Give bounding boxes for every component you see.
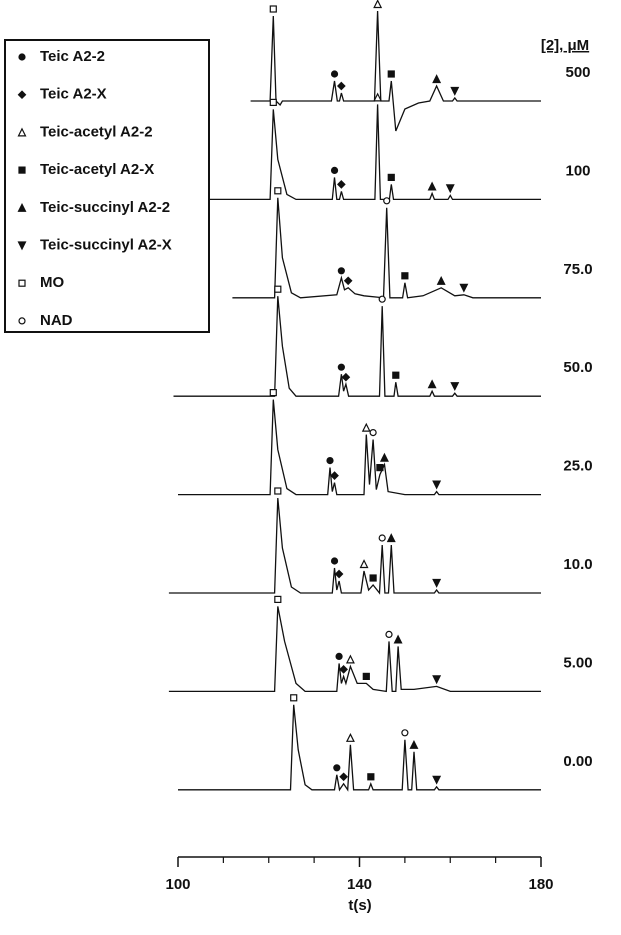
marker — [392, 371, 400, 379]
x-axis-label: t(s) — [348, 897, 371, 914]
marker — [18, 317, 26, 325]
marker — [339, 665, 348, 674]
series-label: 500 — [565, 64, 590, 81]
marker — [274, 285, 282, 293]
trace — [178, 704, 541, 792]
marker — [335, 652, 343, 661]
marker — [330, 166, 339, 174]
marker — [274, 187, 282, 195]
x-tick-label: 100 — [165, 876, 190, 893]
marker — [378, 295, 386, 303]
marker — [274, 487, 282, 495]
legend-label: Teic A2-2 — [40, 48, 105, 65]
trace — [232, 197, 541, 299]
marker — [17, 202, 27, 212]
series-label: 25.0 — [563, 458, 592, 475]
marker — [401, 272, 409, 280]
marker — [339, 772, 348, 782]
marker — [432, 775, 442, 785]
x-tick-label: 180 — [528, 876, 553, 893]
legend-label: Teic A2-X — [40, 86, 107, 103]
series-label: 0.00 — [563, 753, 592, 770]
marker — [345, 732, 355, 742]
marker — [427, 379, 437, 389]
marker — [432, 675, 442, 685]
trace — [250, 10, 541, 132]
marker — [379, 452, 389, 462]
marker — [436, 275, 446, 285]
x-tick-label: 140 — [347, 876, 372, 893]
trace — [209, 104, 541, 201]
marker — [383, 197, 391, 205]
marker — [290, 694, 298, 702]
marker — [393, 634, 403, 644]
marker — [369, 574, 377, 582]
series-label: 75.0 — [563, 261, 592, 278]
marker — [432, 74, 442, 84]
marker — [432, 578, 442, 588]
trace — [168, 606, 541, 693]
series-label: 100 — [565, 162, 590, 179]
marker — [367, 773, 375, 781]
marker — [269, 98, 277, 107]
marker — [337, 180, 346, 189]
marker — [386, 533, 396, 543]
marker — [18, 279, 26, 287]
marker — [409, 739, 419, 749]
marker — [330, 471, 339, 480]
marker — [343, 276, 353, 286]
legend-box — [4, 39, 210, 333]
marker — [385, 630, 393, 639]
marker — [18, 166, 26, 174]
series-title: [2], μM — [541, 37, 589, 54]
marker — [274, 595, 282, 604]
marker — [362, 672, 370, 681]
legend-label: NAD — [40, 312, 73, 329]
marker — [326, 457, 334, 465]
marker — [450, 86, 460, 96]
series-label: 50.0 — [563, 359, 592, 376]
marker — [445, 184, 455, 194]
legend-label: Teic-succinyl A2-2 — [40, 199, 170, 216]
legend-label: MO — [40, 274, 64, 291]
marker — [337, 363, 345, 371]
marker — [427, 181, 437, 191]
marker — [361, 422, 371, 432]
marker — [17, 90, 27, 100]
marker — [269, 389, 277, 397]
marker — [269, 5, 277, 13]
marker — [330, 557, 339, 565]
marker — [359, 559, 369, 569]
legend-label: Teic-acetyl A2-2 — [40, 123, 153, 140]
marker — [369, 429, 377, 437]
trace — [168, 497, 541, 595]
marker — [330, 70, 339, 78]
marker — [387, 70, 395, 78]
marker — [17, 241, 27, 251]
legend-label: Teic-acetyl A2-X — [40, 161, 154, 178]
marker — [387, 173, 395, 181]
trace — [178, 399, 541, 496]
series-label: 5.00 — [563, 654, 592, 671]
trace — [173, 296, 541, 397]
marker — [373, 92, 383, 102]
marker — [341, 372, 351, 382]
marker — [17, 127, 27, 137]
marker — [18, 53, 26, 61]
marker — [401, 729, 409, 737]
marker — [345, 654, 355, 664]
marker — [376, 464, 384, 472]
marker — [373, 0, 383, 9]
marker — [333, 764, 341, 772]
marker — [450, 382, 460, 392]
series-label: 10.0 — [563, 556, 592, 573]
marker — [334, 569, 344, 579]
legend-label: Teic-succinyl A2-X — [40, 236, 172, 253]
marker — [459, 283, 469, 293]
marker — [337, 267, 345, 275]
marker — [337, 81, 346, 91]
marker — [378, 534, 386, 542]
marker — [432, 480, 442, 490]
